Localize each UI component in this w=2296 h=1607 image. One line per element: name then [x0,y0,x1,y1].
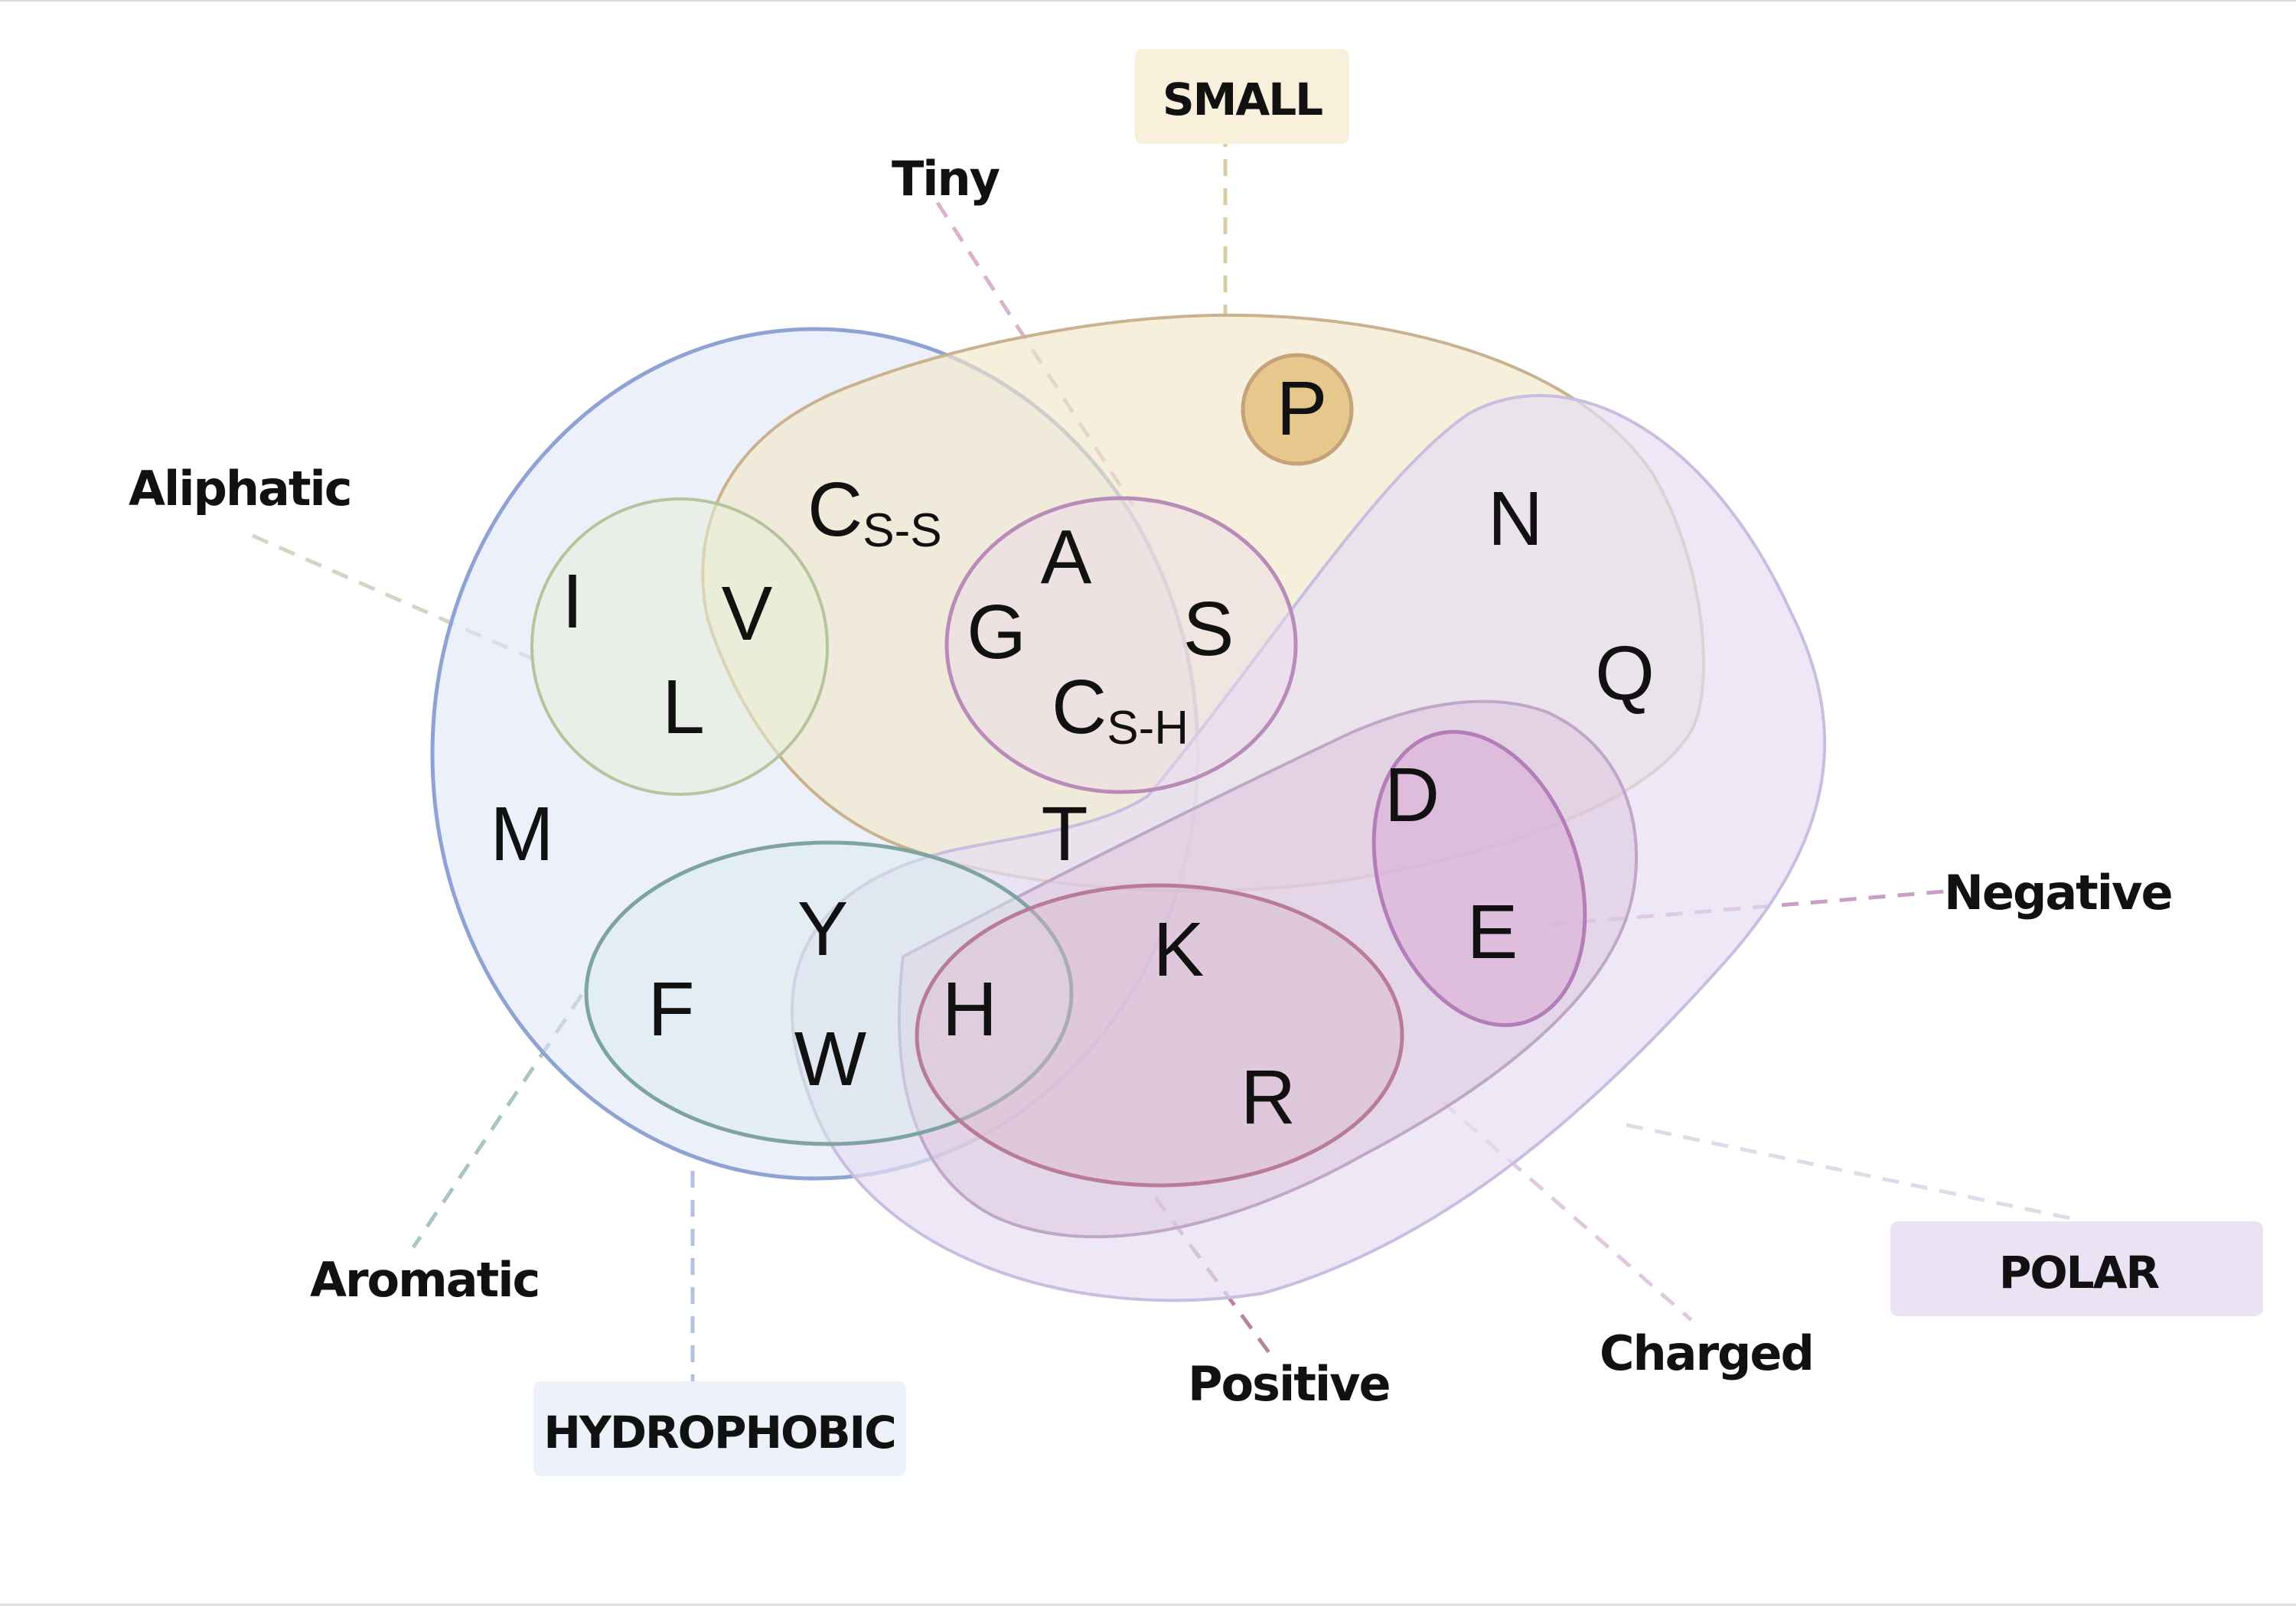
aliphatic-label: Aliphatic [129,461,351,517]
residue-H: H [942,966,997,1052]
small-label: SMALL [1163,73,1322,125]
residue-C-thiol-main: C [1052,664,1107,750]
residue-C-disulfide-main: C [807,467,863,553]
negative-label: Negative [1944,865,2172,921]
residue-T: T [1041,791,1088,877]
residue-P: P [1277,366,1328,451]
polar-leader-line [1626,1125,2070,1218]
residue-A: A [1041,514,1092,600]
residue-G: G [967,589,1026,675]
residue-N: N [1488,476,1543,562]
residue-S: S [1183,586,1234,672]
positive-label: Positive [1188,1356,1390,1412]
residue-C-thiol-subscript: S-H [1107,702,1189,755]
residue-R: R [1241,1054,1296,1140]
residue-E: E [1467,889,1518,975]
residue-K: K [1153,907,1205,993]
residue-D: D [1384,752,1440,838]
residue-F: F [647,966,694,1052]
residue-C-disulfide-subscript: S-S [863,504,941,557]
aromatic-label: Aromatic [310,1252,539,1308]
residue-I: I [562,559,583,644]
aliphatic-region [532,499,827,794]
residue-L: L [662,664,705,750]
residue-Y: Y [797,886,849,972]
hydrophobic-label: HYDROPHOBIC [543,1407,895,1459]
tiny-label: Tiny [892,151,1000,207]
residue-M: M [490,791,553,877]
residue-V: V [722,571,773,657]
residue-W: W [794,1016,867,1102]
residue-Q: Q [1595,631,1655,716]
charged-label: Charged [1600,1325,1813,1381]
polar-label: POLAR [1999,1247,2160,1299]
